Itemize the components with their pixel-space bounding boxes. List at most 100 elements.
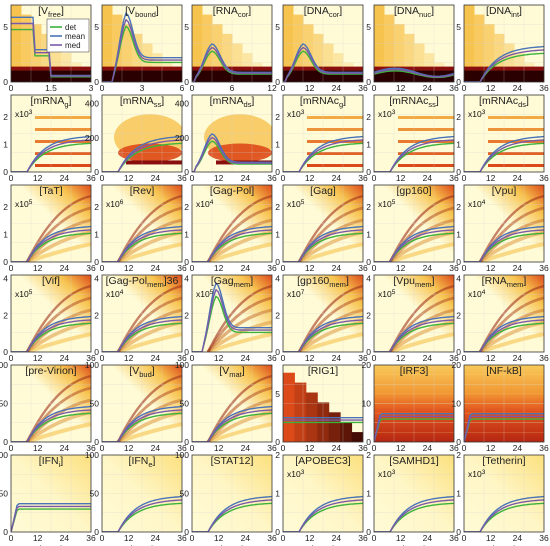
series-med-line <box>374 499 454 532</box>
series-med-line <box>374 415 454 442</box>
series-mean-line <box>283 43 363 82</box>
series-mean-line <box>464 135 544 172</box>
x-tick-label: 36 <box>449 533 459 543</box>
panel-33: [STAT12]0501000122436time, h <box>175 450 277 546</box>
panel-4: [DNAcor]050 12 24 36 <box>275 4 368 93</box>
x-tick-label: 12 <box>33 533 43 543</box>
y-tick-label: 1 <box>366 230 371 240</box>
panel-frame <box>463 364 545 443</box>
x-tick-label: 36 <box>86 443 96 453</box>
x-tick-label: 36 <box>267 173 277 183</box>
y-tick-label: 10 <box>452 399 462 409</box>
x-tick-label: 24 <box>60 353 70 363</box>
series-det-line <box>283 142 363 172</box>
x-tick-label: 0 <box>372 443 377 453</box>
x-tick-label: 24 <box>332 443 342 453</box>
y-tick-label: 1 <box>456 230 461 240</box>
panel-frame <box>101 274 183 353</box>
y-tick-label: 100 <box>175 450 189 460</box>
y-tick-label: 2 <box>366 310 371 320</box>
series-det-line <box>374 418 454 442</box>
series-det-line <box>192 140 272 172</box>
x-tick-label: 36 <box>539 263 549 273</box>
x-tick-label: 36 <box>177 353 187 363</box>
y-tick-label: 50 <box>180 489 190 499</box>
x-axis-label: time, h <box>37 544 66 546</box>
heatmap-area <box>11 275 91 352</box>
panel-frame <box>10 364 92 443</box>
y-tick-label: 2 <box>456 310 461 320</box>
x-axis-label: time, h <box>309 544 338 546</box>
x-tick-label: 0 <box>462 173 467 183</box>
panel-title: [IRF3] <box>400 365 429 377</box>
x-tick-label: 12 <box>486 533 496 543</box>
series-med-line <box>464 319 544 352</box>
scale-factor-label: x105 <box>378 199 396 209</box>
x-tick-label: 24 <box>332 263 342 273</box>
scale-factor-label: x105 <box>15 199 33 209</box>
series-det-line <box>102 142 182 172</box>
heatmap-area <box>374 365 454 442</box>
y-tick-label: 0 <box>184 437 189 447</box>
x-tick-label: 12 <box>305 263 315 273</box>
panel-title: [mRNAds] <box>210 95 255 109</box>
x-tick-label: 12 <box>396 443 406 453</box>
y-tick-label: 2 <box>3 310 8 320</box>
series-mean-line <box>11 503 91 532</box>
x-tick-label: 0 <box>100 533 105 543</box>
series-med-line <box>464 49 544 82</box>
panel-28: [RIG1] 0 5 0 12 24 36 <box>275 364 368 453</box>
heatmap-area <box>283 365 363 442</box>
series-det-line <box>102 322 182 352</box>
panel-36: [Tetherin]x1030120122436time, h <box>456 450 549 546</box>
x-tick-label: 12 <box>305 83 315 93</box>
heatmap-area <box>11 5 91 82</box>
series-med-line <box>102 409 182 442</box>
y-tick-label: 0 <box>94 77 99 87</box>
series-det-line <box>374 232 454 262</box>
heatmap-area <box>102 455 182 532</box>
series-med-line <box>464 139 544 172</box>
panel-title: [Gag] <box>310 185 336 197</box>
x-tick-label: 0 <box>100 173 105 183</box>
y-tick-label: 1 <box>3 140 8 150</box>
heatmap-area <box>374 5 454 82</box>
x-tick-label: 24 <box>151 533 161 543</box>
scale-factor-label: x105 <box>287 199 305 209</box>
x-tick-label: 24 <box>332 173 342 183</box>
x-tick-label: 24 <box>60 173 70 183</box>
x-tick-label: 12 <box>124 263 134 273</box>
x-tick-label: 24 <box>241 173 251 183</box>
heatmap-area <box>283 185 363 262</box>
series-med-line <box>464 499 544 532</box>
y-tick-label: 0 <box>366 437 371 447</box>
y-tick-label: 0 <box>456 527 461 537</box>
series-mean-line <box>192 405 272 442</box>
y-tick-label: 4 <box>456 274 461 284</box>
y-tick-label: 5 <box>184 22 189 32</box>
panel-title: [Vif] <box>42 275 60 287</box>
x-tick-label: 24 <box>60 263 70 273</box>
panel-2: [Vbound]050 3 6 <box>94 4 185 93</box>
y-tick-label: 2 <box>366 112 371 122</box>
series-mean-line <box>283 315 363 352</box>
x-tick-label: 0 <box>462 443 467 453</box>
x-tick-label: 0 <box>100 83 105 93</box>
series-mean-line <box>102 495 182 532</box>
panel-frame <box>101 184 183 263</box>
series-med-line <box>102 499 182 532</box>
series-med-line <box>374 319 454 352</box>
series-med-line <box>11 505 91 532</box>
legend-entry-med: med <box>65 41 81 50</box>
x-tick-label: 0 <box>281 443 286 453</box>
x-tick-label: 36 <box>539 533 549 543</box>
x-tick-label: 3 <box>89 83 94 93</box>
panel-frame <box>191 4 273 83</box>
panel-frame <box>10 4 92 83</box>
heatmap-area <box>464 455 544 532</box>
